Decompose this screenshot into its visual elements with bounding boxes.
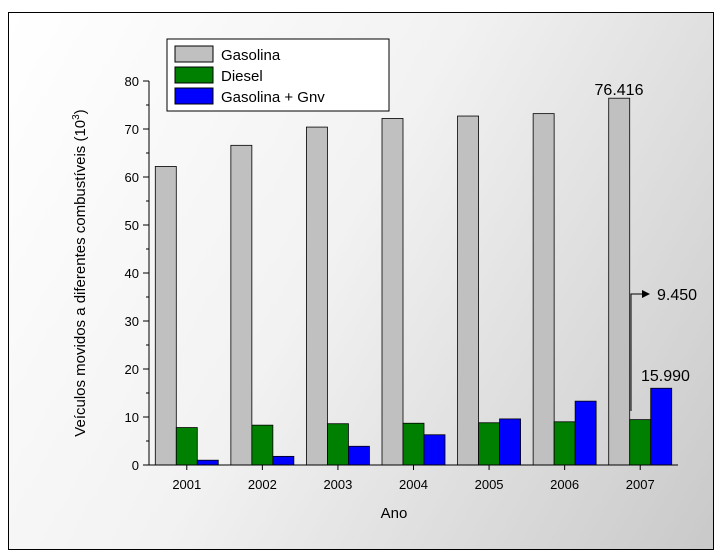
y-tick-label-70: 70 xyxy=(125,122,139,137)
bar-gasolina-2006 xyxy=(532,113,555,466)
legend-label-gasolina: Gasolina xyxy=(221,47,281,64)
y-tick-label-50: 50 xyxy=(125,218,139,233)
x-tick-label-2007: 2007 xyxy=(626,477,655,492)
legend-swatch-gasolina xyxy=(174,45,214,63)
annotation-gnv-2007: 15.990 xyxy=(641,368,690,385)
annotation-arrow xyxy=(630,290,650,411)
bar-diesel-2006 xyxy=(553,421,576,466)
x-tick-label-2006: 2006 xyxy=(550,477,579,492)
x-axis-title: Ano xyxy=(381,505,408,522)
bar-diesel-2005 xyxy=(478,422,500,466)
y-tick-label-20: 20 xyxy=(125,362,139,377)
legend-swatch-gnv xyxy=(174,87,214,105)
y-tick-label-0: 0 xyxy=(132,458,139,473)
bar-diesel-2003 xyxy=(327,423,349,466)
x-tick-label-2005: 2005 xyxy=(475,477,504,492)
bar-gasolina-gnv-2003 xyxy=(348,445,370,466)
y-tick-label-80: 80 xyxy=(125,74,139,89)
y-axis-title: Veículos movidos a diferentes combustíve… xyxy=(71,109,89,436)
legend: Gasolina Diesel Gasolina + Gnv xyxy=(166,38,390,112)
bar-gasolina-gnv-2007 xyxy=(650,387,673,466)
bar-gasolina-2002 xyxy=(230,144,253,466)
bar-gasolina-gnv-2006 xyxy=(574,400,597,466)
bar-gasolina-2005 xyxy=(457,115,479,466)
y-tick-label-30: 30 xyxy=(125,314,139,329)
y-tick-label-40: 40 xyxy=(125,266,139,281)
bar-gasolina-gnv-2002 xyxy=(272,455,295,466)
annotation-diesel-2007: 9.450 xyxy=(657,287,697,304)
legend-label-diesel: Diesel xyxy=(221,68,263,85)
x-tick-label-2003: 2003 xyxy=(323,477,352,492)
bar-gasolina-2001 xyxy=(154,166,177,466)
bar-gasolina-2004 xyxy=(381,118,404,466)
bar-gasolina-2003 xyxy=(306,126,328,466)
legend-swatch-diesel xyxy=(174,66,214,84)
bar-diesel-2002 xyxy=(251,424,274,466)
bar-gasolina-gnv-2001 xyxy=(196,459,219,466)
x-tick-label-2004: 2004 xyxy=(399,477,428,492)
bar-diesel-2007 xyxy=(629,419,652,466)
bar-chart: 0 10 20 30 40 50 60 70 80 2001 2002 2003 2004 2005 20… xyxy=(71,38,697,522)
annotation-gasolina-2007: 76.416 xyxy=(595,82,644,99)
x-tick-label-2002: 2002 xyxy=(248,477,277,492)
y-tick-label-60: 60 xyxy=(125,170,139,185)
chart-frame: 0 10 20 30 40 50 60 70 80 2001 2002 2003 2004 2005 20… xyxy=(8,12,714,550)
bar-diesel-2004 xyxy=(402,422,425,466)
bar-gasolina-gnv-2004 xyxy=(423,434,446,466)
bar-gasolina-2007 xyxy=(608,97,631,466)
bar-gasolina-gnv-2005 xyxy=(499,418,521,466)
y-tick-label-10: 10 xyxy=(125,410,139,425)
legend-label-gnv: Gasolina + Gnv xyxy=(221,89,325,106)
bar-diesel-2001 xyxy=(175,427,198,466)
x-tick-label-2001: 2001 xyxy=(172,477,201,492)
